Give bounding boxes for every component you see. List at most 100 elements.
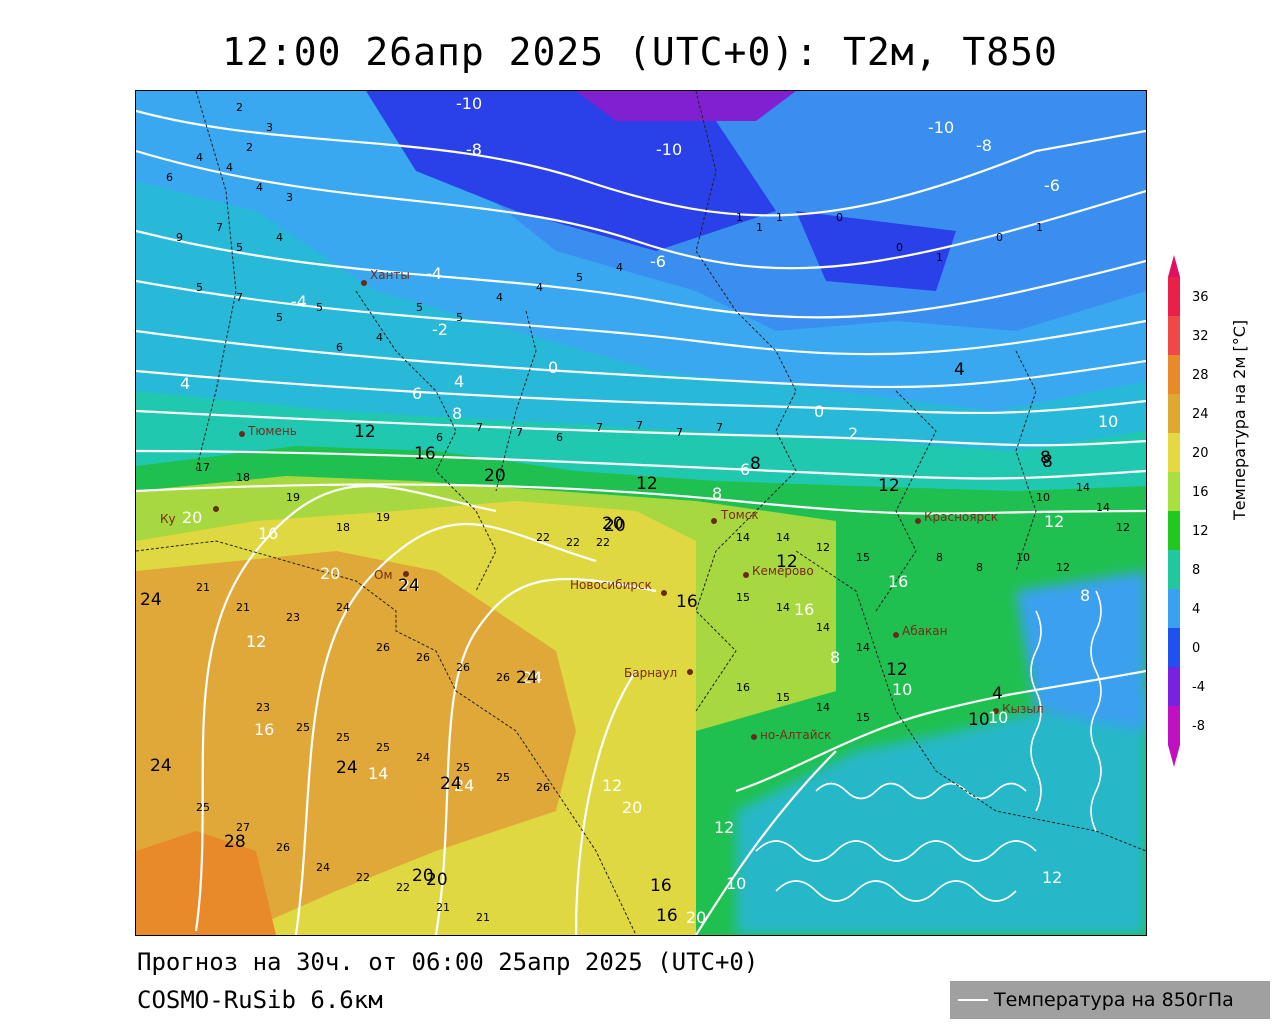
svg-text:24: 24 (516, 668, 538, 688)
colorbar-segment (1168, 706, 1180, 745)
svg-text:25: 25 (376, 741, 390, 754)
svg-text:10: 10 (726, 874, 746, 893)
svg-text:4: 4 (276, 231, 283, 244)
mountain-contours (755, 590, 1102, 902)
forecast-map[interactable]: Ханты Тюмень Ку Ом Новосибирск Барнаул Т… (135, 90, 1147, 936)
mountain-cool (736, 691, 1146, 935)
city-gorno-altaysk: но-Алтайск (760, 728, 831, 742)
svg-text:12: 12 (1044, 512, 1064, 531)
svg-text:0: 0 (814, 402, 824, 421)
svg-text:24: 24 (440, 774, 462, 794)
svg-text:21: 21 (476, 911, 490, 924)
svg-text:20: 20 (412, 866, 434, 886)
svg-text:14: 14 (816, 621, 830, 634)
svg-text:7: 7 (716, 421, 723, 434)
svg-text:21: 21 (436, 901, 450, 914)
svg-text:14: 14 (736, 531, 750, 544)
colorbar-tick-label: -8 (1192, 719, 1205, 734)
very-cold-patch (576, 91, 796, 121)
svg-text:20: 20 (686, 908, 706, 927)
svg-text:20: 20 (484, 466, 506, 486)
svg-text:20: 20 (426, 870, 448, 890)
svg-text:24: 24 (522, 668, 542, 687)
svg-text:24: 24 (454, 776, 474, 795)
svg-text:7: 7 (236, 291, 243, 304)
svg-text:15: 15 (856, 711, 870, 724)
svg-text:12: 12 (602, 776, 622, 795)
svg-text:23: 23 (256, 701, 270, 714)
svg-text:16: 16 (676, 592, 698, 612)
svg-text:12: 12 (816, 541, 830, 554)
mountain-cold (1016, 571, 1146, 731)
svg-text:8: 8 (452, 404, 462, 423)
svg-text:18: 18 (336, 521, 350, 534)
svg-text:5: 5 (316, 301, 323, 314)
svg-text:0: 0 (996, 231, 1003, 244)
svg-text:0: 0 (896, 241, 903, 254)
svg-text:0: 0 (548, 358, 558, 377)
svg-text:1: 1 (736, 211, 743, 224)
svg-text:26: 26 (416, 651, 430, 664)
t850-contours (136, 109, 1146, 935)
svg-text:7: 7 (216, 221, 223, 234)
svg-text:16: 16 (414, 444, 436, 464)
colorbar-segment (1168, 628, 1180, 667)
svg-text:6: 6 (166, 171, 173, 184)
legend-line-sample (958, 999, 988, 1001)
svg-text:-6: -6 (1044, 176, 1060, 195)
colorbar-tick-label: 32 (1192, 329, 1209, 344)
city-tomsk: Томск (720, 508, 759, 522)
colorbar-tick-label: -4 (1192, 680, 1205, 695)
contour-legend: Температура на 850гПа (950, 981, 1270, 1019)
cold-patch-east (796, 211, 956, 291)
svg-text:14: 14 (816, 701, 830, 714)
temp-band-28 (136, 831, 276, 935)
svg-text:6: 6 (412, 384, 422, 403)
colorbar-tick-label: 24 (1192, 407, 1209, 422)
colorbar-segment (1168, 667, 1180, 706)
svg-text:12: 12 (714, 818, 734, 837)
svg-text:24: 24 (140, 590, 162, 610)
t850-labels: -10 -8 -10 -10 -8 -6 -6 -4 -4 -2 0 0 2 4… (180, 94, 1118, 927)
svg-text:1: 1 (776, 211, 783, 224)
svg-text:2: 2 (848, 424, 858, 443)
svg-text:20: 20 (320, 564, 340, 583)
svg-text:15: 15 (776, 691, 790, 704)
svg-text:1: 1 (756, 221, 763, 234)
svg-text:8: 8 (750, 454, 761, 474)
svg-text:22: 22 (356, 871, 370, 884)
svg-text:12: 12 (246, 632, 266, 651)
svg-text:2: 2 (236, 101, 243, 114)
svg-text:10: 10 (1016, 551, 1030, 564)
svg-text:15: 15 (736, 591, 750, 604)
svg-text:4: 4 (256, 181, 263, 194)
svg-text:15: 15 (856, 551, 870, 564)
svg-text:6: 6 (740, 460, 750, 479)
colorbar-tick-label: 0 (1192, 641, 1200, 656)
svg-text:7: 7 (596, 421, 603, 434)
svg-text:20: 20 (604, 516, 626, 536)
svg-text:12: 12 (1042, 868, 1062, 887)
svg-text:14: 14 (776, 601, 790, 614)
svg-text:12: 12 (1116, 521, 1130, 534)
svg-text:5: 5 (276, 311, 283, 324)
svg-text:3: 3 (286, 191, 293, 204)
svg-text:20: 20 (622, 798, 642, 817)
svg-text:12: 12 (878, 476, 900, 496)
cities: Ханты Тюмень Ку Ом Новосибирск Барнаул Т… (160, 268, 1044, 742)
svg-text:26: 26 (276, 841, 290, 854)
svg-text:-2: -2 (432, 320, 448, 339)
svg-text:5: 5 (576, 271, 583, 284)
svg-text:24: 24 (416, 751, 430, 764)
colorbar-label: Температура на 2м [°C] (1230, 319, 1249, 520)
city-novosibirsk: Новосибирск (570, 578, 652, 592)
svg-text:16: 16 (258, 524, 278, 543)
colorbar-segment (1168, 355, 1180, 394)
svg-text:26: 26 (456, 661, 470, 674)
colorbar-tick-label: 36 (1192, 290, 1209, 305)
svg-text:10: 10 (968, 710, 990, 730)
svg-text:24: 24 (398, 576, 420, 596)
svg-text:16: 16 (888, 572, 908, 591)
svg-text:0: 0 (836, 211, 843, 224)
